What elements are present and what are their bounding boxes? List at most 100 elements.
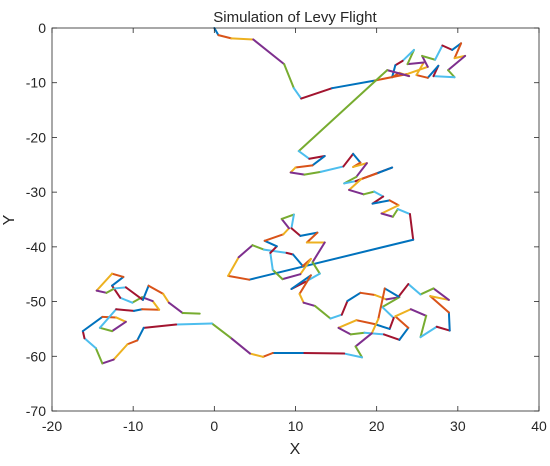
flight-step-segment <box>426 64 440 79</box>
flight-step-segment <box>132 308 144 312</box>
flight-step-segment <box>303 170 322 176</box>
flight-step-segment <box>311 155 326 167</box>
flight-step-segment <box>262 248 288 254</box>
flight-step-segment <box>382 333 401 341</box>
flight-step-segment <box>262 352 274 358</box>
flight-step-segment <box>81 330 86 340</box>
flight-step-segment <box>281 273 302 281</box>
flight-step-segment <box>297 150 311 160</box>
flight-step-segment <box>147 284 165 295</box>
flight-step-segment <box>302 301 316 307</box>
flight-step-segment <box>381 306 395 319</box>
flight-step-segment <box>388 199 400 207</box>
flight-step-segment <box>331 79 377 90</box>
flight-step-segment <box>299 257 312 276</box>
flight-step-segment <box>447 54 467 72</box>
flight-step-segment <box>374 294 388 301</box>
flight-step-segment <box>210 322 232 339</box>
flight-step-segment <box>271 268 284 281</box>
flight-step-segment <box>151 300 161 311</box>
flight-step-segment <box>348 188 365 196</box>
flight-step-segment <box>453 42 463 60</box>
path-series <box>81 27 467 365</box>
flight-step-segment <box>111 275 125 287</box>
flight-step-segment <box>359 291 377 297</box>
flight-step-segment <box>294 164 314 169</box>
flight-step-segment <box>94 347 104 365</box>
chart-title: Simulation of Levy Flight <box>213 9 377 26</box>
flight-step-segment <box>213 27 220 37</box>
flight-step-segment <box>141 308 161 311</box>
y-tick-label: -20 <box>26 129 46 145</box>
flight-step-segment <box>298 292 305 304</box>
x-tick-label: -20 <box>42 418 62 434</box>
flight-step-segment <box>251 244 265 251</box>
flight-step-segment <box>386 69 411 78</box>
flight-step-segment <box>269 251 274 271</box>
flight-step-segment <box>396 208 411 216</box>
flight-step-segment <box>263 233 285 242</box>
flight-step-segment <box>421 54 437 61</box>
flight-step-segment <box>435 325 451 332</box>
flight-step-segment <box>81 315 104 333</box>
flight-step-segment <box>115 308 135 312</box>
flight-step-segment <box>111 272 125 278</box>
flight-step-segment <box>441 44 454 51</box>
flight-step-segment <box>373 323 391 330</box>
flight-step-segment <box>299 231 319 237</box>
flight-step-segment <box>252 38 286 66</box>
x-tick-label: 40 <box>531 418 547 434</box>
flight-step-segment <box>329 313 343 320</box>
y-axis-label: Y <box>1 214 18 225</box>
flight-step-segment <box>408 213 415 241</box>
flight-step-segment <box>227 274 251 281</box>
y-tick-label: 0 <box>38 20 46 36</box>
flight-step-segment <box>162 292 170 304</box>
flight-step-segment <box>167 301 184 315</box>
flight-step-segment <box>83 337 97 350</box>
flight-step-segment <box>229 336 252 355</box>
flight-step-segment <box>98 326 114 333</box>
flight-step-segment <box>380 204 400 215</box>
flight-step-segment <box>406 61 425 66</box>
flight-step-segment <box>290 213 295 230</box>
flight-step-segment <box>313 304 332 320</box>
flight-step-segment <box>401 48 415 62</box>
flight-step-segment <box>355 162 368 178</box>
flight-step-segment <box>397 283 410 298</box>
flight-step-segment <box>292 253 304 268</box>
flight-step-segment <box>237 244 254 259</box>
flight-step-segment <box>340 300 349 316</box>
flight-step-segment <box>352 152 362 164</box>
x-tick-label: 10 <box>288 418 304 434</box>
flight-step-segment <box>432 75 456 79</box>
y-tick-label: -70 <box>26 403 46 419</box>
flight-step-segment <box>343 352 364 359</box>
flight-step-segment <box>432 287 450 301</box>
y-tick-label: -50 <box>26 294 46 310</box>
x-axis-ticks: -20 -10 0 10 20 30 40 <box>42 28 547 434</box>
flight-step-segment <box>377 287 386 321</box>
flight-step-segment <box>370 318 380 335</box>
flight-step-segment <box>391 208 399 218</box>
flight-step-segment <box>354 332 373 348</box>
flight-step-segment <box>113 286 127 290</box>
y-tick-label: -60 <box>26 348 46 364</box>
flight-step-segment <box>363 331 385 336</box>
y-tick-label: -30 <box>26 184 46 200</box>
flight-step-segment <box>409 308 428 317</box>
flight-step-segment <box>429 295 450 314</box>
x-tick-label: 0 <box>210 418 218 434</box>
flight-step-segment <box>337 326 352 336</box>
flight-step-segment <box>217 34 233 40</box>
flight-step-segment <box>292 87 303 100</box>
flight-step-segment <box>141 284 150 301</box>
flight-step-segment <box>119 296 134 304</box>
flight-step-segment <box>230 37 255 41</box>
flight-step-segment <box>311 241 326 264</box>
flight-step-segment <box>227 256 240 277</box>
flight-step-segment <box>355 319 376 325</box>
flight-step-segment <box>269 245 278 254</box>
flight-step-segment <box>283 63 295 90</box>
